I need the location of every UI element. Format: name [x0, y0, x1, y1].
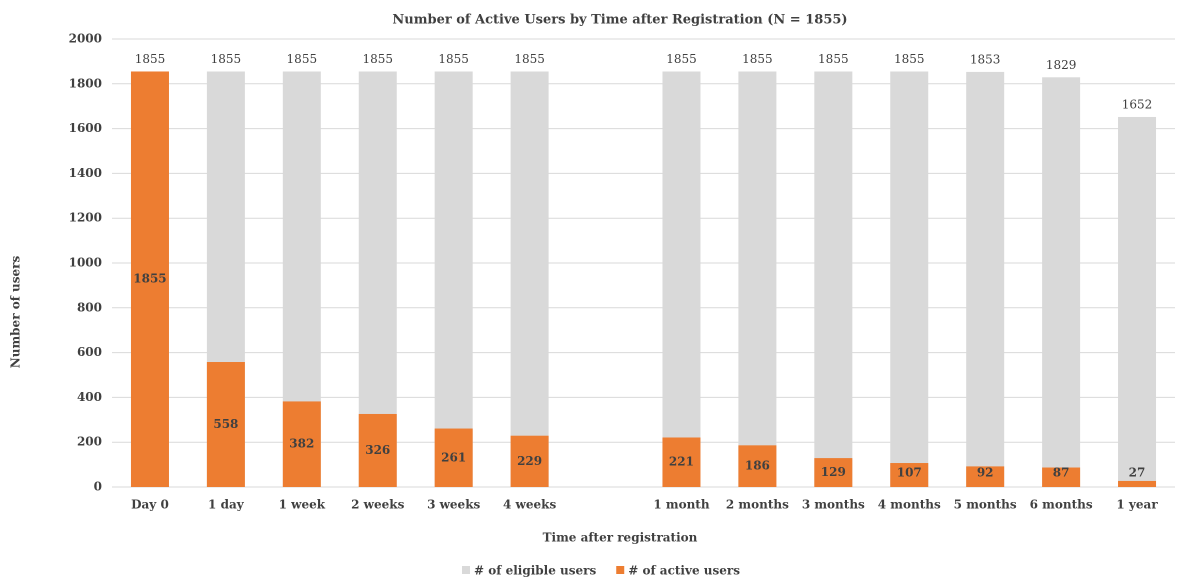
- x-tick-label: Day 0: [131, 498, 169, 512]
- data-label: 1853: [970, 52, 1001, 66]
- y-tick-label: 1000: [69, 256, 102, 270]
- data-label: 1652: [1122, 97, 1153, 111]
- bar: [662, 437, 701, 487]
- data-label: 382: [289, 437, 314, 451]
- data-label: 129: [821, 465, 846, 479]
- data-label: 1855: [362, 52, 393, 66]
- bar: [966, 466, 1005, 487]
- bar: [1118, 116, 1157, 488]
- bar: [206, 362, 245, 487]
- bar: [1042, 77, 1081, 487]
- legend-label: # of eligible users: [474, 564, 596, 578]
- y-tick-label: 1200: [69, 211, 102, 225]
- x-tick-label: 2 months: [726, 498, 789, 512]
- y-tick-label: 2000: [69, 32, 102, 46]
- data-label: 1855: [514, 52, 545, 66]
- data-label: 1855: [135, 52, 166, 66]
- bar: [434, 428, 473, 487]
- bar: [434, 71, 473, 487]
- legend-swatch: [616, 566, 625, 574]
- data-label: 1855: [287, 52, 318, 66]
- bar: [510, 435, 549, 487]
- data-label: 186: [745, 459, 770, 473]
- data-label: 229: [517, 454, 542, 468]
- x-tick-label: 1 month: [653, 498, 709, 512]
- x-tick-label: 3 months: [802, 498, 865, 512]
- y-tick-label: 200: [77, 435, 102, 449]
- legend-swatch: [462, 566, 470, 574]
- data-label: 107: [897, 466, 922, 480]
- x-tick-label: 2 weeks: [351, 498, 404, 512]
- bar: [890, 463, 929, 487]
- data-label: 1855: [438, 52, 469, 66]
- data-label: 92: [977, 466, 994, 480]
- x-tick-label: 1 week: [279, 498, 326, 512]
- bar: [966, 71, 1005, 487]
- x-tick-label: 4 weeks: [503, 498, 556, 512]
- data-label: 1855: [211, 52, 242, 66]
- bar: [510, 71, 549, 487]
- x-tick-label: 3 weeks: [427, 498, 480, 512]
- bar: [662, 71, 701, 487]
- data-label: 1829: [1046, 58, 1077, 72]
- legend-label: # of active users: [628, 564, 740, 578]
- chart-title: Number of Active Users by Time after Reg…: [392, 13, 847, 28]
- bar: [130, 71, 169, 487]
- x-tick-label: 1 day: [208, 498, 245, 512]
- data-label: 221: [669, 455, 694, 469]
- data-label: 261: [441, 450, 466, 464]
- x-tick-label: 6 months: [1030, 498, 1093, 512]
- bar: [1042, 467, 1081, 487]
- bar: [890, 71, 929, 487]
- bar: [814, 458, 853, 487]
- bar: [282, 401, 321, 487]
- bar: [814, 71, 853, 487]
- y-tick-label: 400: [77, 390, 102, 404]
- data-label: 1855: [894, 52, 925, 66]
- data-label: 27: [1129, 466, 1146, 480]
- bar: [1118, 480, 1157, 487]
- data-label: 1855: [133, 272, 166, 286]
- y-tick-label: 1600: [69, 121, 102, 135]
- bar: [358, 413, 397, 487]
- y-axis-title: Number of users: [9, 256, 23, 369]
- x-tick-label: 5 months: [954, 498, 1017, 512]
- x-tick-label: 1 year: [1116, 498, 1158, 512]
- data-label: 87: [1053, 466, 1070, 480]
- data-label: 1855: [818, 52, 849, 66]
- y-tick-label: 800: [77, 300, 102, 314]
- y-tick-label: 1800: [69, 76, 102, 90]
- data-label: 1855: [742, 52, 773, 66]
- x-axis-title: Time after registration: [543, 531, 698, 545]
- y-tick-label: 0: [94, 480, 102, 494]
- bar: [738, 71, 777, 487]
- y-tick-label: 1400: [69, 166, 102, 180]
- data-label: 558: [213, 417, 238, 431]
- data-label: 1855: [666, 52, 697, 66]
- x-tick-label: 4 months: [878, 498, 941, 512]
- y-tick-label: 600: [77, 345, 102, 359]
- data-label: 326: [365, 443, 390, 457]
- bar: [738, 445, 777, 487]
